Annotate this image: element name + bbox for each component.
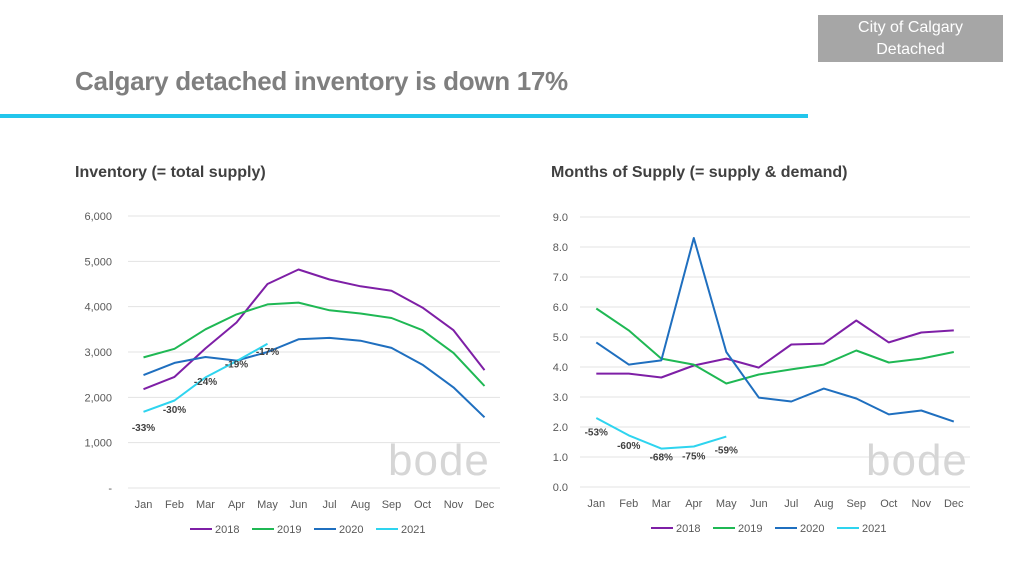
y-tick-label: 1.0	[553, 452, 568, 464]
legend-label-2021: 2021	[862, 523, 886, 535]
y-tick-label: 6.0	[553, 302, 568, 314]
x-tick-label: Mar	[196, 499, 215, 511]
x-tick-label: May	[257, 499, 278, 511]
x-tick-label: Nov	[444, 499, 464, 511]
x-tick-label: Dec	[944, 498, 964, 510]
x-tick-label: Oct	[414, 499, 431, 511]
y-tick-label: 7.0	[553, 272, 568, 284]
y-tick-label: -	[108, 483, 112, 495]
data-label: -53%	[585, 427, 608, 438]
y-tick-label: 5,000	[84, 256, 112, 268]
series-line-2018	[143, 268, 486, 391]
x-tick-label: Sep	[382, 499, 402, 511]
x-tick-label: Feb	[619, 498, 638, 510]
data-label: -24%	[194, 377, 217, 388]
legend-label-2019: 2019	[738, 523, 762, 535]
data-label: -17%	[256, 347, 279, 358]
y-tick-label: 6,000	[84, 211, 112, 223]
y-tick-label: 3.0	[553, 392, 568, 404]
legend-label-2020: 2020	[800, 523, 824, 535]
bode-logo: bode	[388, 436, 490, 485]
y-tick-label: 8.0	[553, 242, 568, 254]
legend-label-2021: 2021	[401, 524, 425, 536]
series-line-2018	[596, 319, 954, 379]
legend-label-2020: 2020	[339, 524, 363, 536]
x-tick-label: Aug	[351, 499, 371, 511]
bode-logo: bode	[866, 436, 968, 485]
data-label: -75%	[682, 451, 705, 462]
x-tick-label: Nov	[911, 498, 931, 510]
x-tick-label: Dec	[475, 499, 495, 511]
y-tick-label: 4.0	[553, 362, 568, 374]
y-tick-label: 2.0	[553, 422, 568, 434]
x-tick-label: Jan	[135, 499, 153, 511]
page-title: Calgary detached inventory is down 17%	[75, 66, 568, 96]
data-label: -30%	[163, 405, 186, 416]
x-tick-label: Jun	[290, 499, 308, 511]
y-tick-label: 0.0	[553, 482, 568, 494]
y-tick-label: 3,000	[84, 347, 112, 359]
legend-label-2019: 2019	[277, 524, 301, 536]
data-label: -68%	[650, 453, 673, 464]
x-tick-label: Mar	[652, 498, 671, 510]
y-tick-label: 1,000	[84, 438, 112, 450]
x-tick-label: Aug	[814, 498, 834, 510]
market-badge: City of Calgary Detached	[818, 15, 1003, 62]
y-tick-label: 9.0	[553, 212, 568, 224]
series-line-2019	[143, 301, 486, 387]
months-supply-chart-title: Months of Supply (= supply & demand)	[551, 164, 848, 181]
series-line-2021	[143, 342, 268, 413]
series-line-2019	[595, 307, 954, 385]
y-tick-label: 5.0	[553, 332, 568, 344]
series-line-2020	[143, 336, 486, 419]
x-tick-label: Apr	[685, 498, 702, 510]
series-line-2021	[595, 417, 727, 450]
x-tick-label: May	[716, 498, 737, 510]
legend-label-2018: 2018	[676, 523, 700, 535]
title-underline	[0, 114, 808, 118]
x-tick-label: Apr	[228, 499, 245, 511]
x-tick-label: Oct	[880, 498, 897, 510]
inventory-chart-title: Inventory (= total supply)	[75, 164, 266, 181]
data-label: -60%	[617, 441, 640, 452]
x-tick-label: Jun	[750, 498, 768, 510]
y-tick-label: 2,000	[84, 392, 112, 404]
x-tick-label: Sep	[846, 498, 866, 510]
data-label: -33%	[132, 423, 155, 434]
y-tick-label: 4,000	[84, 302, 112, 314]
data-label: -59%	[715, 445, 738, 456]
data-label: -19%	[225, 359, 248, 370]
inventory-chart: - 1,000 2,000 3,000 4,000 5,000 6,000 Jan Feb Mar…	[84, 211, 500, 536]
months-supply-chart: 0.0 1.0 2.0 3.0 4.0 5.0 6.0 7.0 8.0 9.0 Jan Feb Mar A…	[553, 212, 970, 535]
x-tick-label: Jul	[322, 499, 336, 511]
x-tick-label: Feb	[165, 499, 184, 511]
badge-city: City of Calgary	[858, 18, 963, 36]
badge-segment: Detached	[876, 40, 945, 58]
x-tick-label: Jul	[784, 498, 798, 510]
x-tick-label: Jan	[587, 498, 605, 510]
series-line-2020	[595, 237, 955, 423]
legend-label-2018: 2018	[215, 524, 239, 536]
